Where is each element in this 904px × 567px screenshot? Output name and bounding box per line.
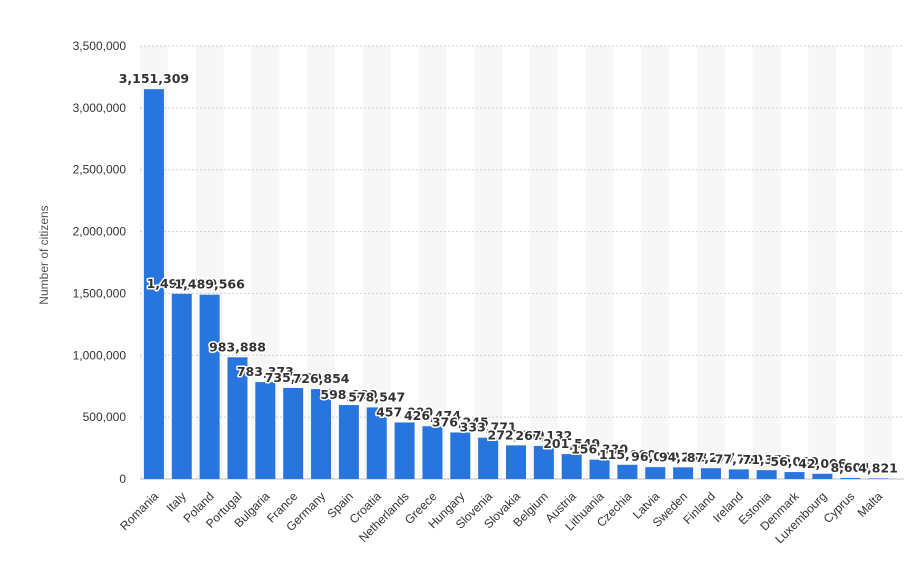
bar[interactable] [700, 468, 721, 479]
data-label: 71,356 [743, 452, 792, 467]
data-label: 96,000 [631, 449, 680, 464]
bar[interactable] [199, 294, 220, 479]
data-label: 87,277 [687, 450, 735, 465]
bars [143, 89, 889, 480]
column-band [529, 46, 558, 479]
data-label: 42,006 [798, 456, 847, 471]
x-tick-label: Cyprus [821, 489, 858, 526]
data-label: 201,549 [543, 436, 600, 451]
x-tick-label: Finland [680, 489, 718, 527]
bar[interactable] [533, 445, 554, 479]
y-tick-label: 0 [119, 472, 126, 486]
bar[interactable] [617, 464, 638, 479]
data-label: 726,854 [293, 371, 350, 386]
bar[interactable] [840, 477, 861, 479]
column-band [752, 46, 781, 479]
data-label: 735,700 [265, 370, 322, 385]
data-label: 333,771 [460, 420, 517, 435]
column-band [808, 46, 837, 479]
bar[interactable] [338, 405, 359, 479]
y-axis-ticks: 0 500,000 1,000,000 1,500,000 2,000,000 2,500… [73, 39, 127, 486]
bar[interactable] [478, 437, 499, 479]
bar[interactable] [589, 459, 610, 479]
bar[interactable] [283, 387, 304, 479]
bar[interactable] [143, 89, 164, 479]
y-tick-label: 2,500,000 [73, 163, 127, 177]
column-band [864, 46, 892, 479]
data-label: 983,888 [209, 339, 266, 354]
y-axis-title: Number of citizens [37, 205, 51, 304]
column-band [474, 46, 503, 479]
column-band [585, 46, 614, 479]
column-band [697, 46, 725, 479]
data-label: 376,245 [432, 414, 489, 429]
bar[interactable] [868, 478, 889, 480]
bar[interactable] [255, 382, 276, 479]
y-tick-label: 3,000,000 [73, 101, 127, 115]
data-label: 156,330 [571, 442, 628, 457]
data-label: 77,700 [715, 451, 764, 466]
bar[interactable] [756, 470, 777, 479]
data-label: 598,000 [320, 387, 377, 402]
column-band [641, 46, 670, 479]
data-label: 8,604 [830, 460, 870, 475]
bar[interactable] [784, 472, 805, 479]
bar[interactable] [366, 407, 387, 479]
data-label: 56,000 [770, 454, 819, 469]
bar[interactable] [311, 389, 332, 479]
bar[interactable] [394, 422, 415, 479]
data-label: 457,000 [376, 404, 433, 419]
bar[interactable] [645, 467, 666, 479]
column-band [362, 46, 391, 479]
data-label: 3,151,309 [119, 71, 189, 86]
bar[interactable] [506, 445, 526, 479]
data-label: 783,373 [237, 364, 294, 379]
bar[interactable] [227, 357, 248, 479]
bar[interactable] [422, 426, 443, 479]
data-label: 426,474 [404, 408, 461, 423]
background-bands [140, 46, 892, 479]
data-label: 272,000 [488, 427, 545, 442]
y-tick-label: 3,500,000 [73, 39, 127, 53]
y-tick-label: 2,000,000 [73, 225, 127, 239]
x-tick-label: Romania [117, 489, 161, 533]
x-tick-label: Malta [855, 489, 886, 520]
bar[interactable] [812, 473, 833, 479]
data-label: 1,497,000 [147, 276, 218, 291]
data-label: 4,821 [858, 460, 898, 475]
column-band [418, 46, 447, 479]
x-axis-ticks: Romania ItalyPolandPortugalBulgariaFrance… [117, 489, 885, 547]
data-label: 578,547 [348, 389, 405, 404]
bar[interactable] [673, 467, 694, 479]
data-label: 115,000 [599, 447, 656, 462]
data-label: 267,132 [515, 428, 572, 443]
y-tick-label: 1,000,000 [73, 348, 127, 362]
bar[interactable] [450, 432, 471, 479]
y-tick-label: 1,500,000 [73, 286, 127, 300]
bar[interactable] [561, 454, 582, 479]
data-label: 94,288 [659, 449, 707, 464]
bar[interactable] [728, 469, 749, 479]
bar[interactable] [171, 293, 192, 479]
y-tick-label: 500,000 [83, 410, 127, 424]
data-label: 1,489,566 [174, 277, 245, 292]
